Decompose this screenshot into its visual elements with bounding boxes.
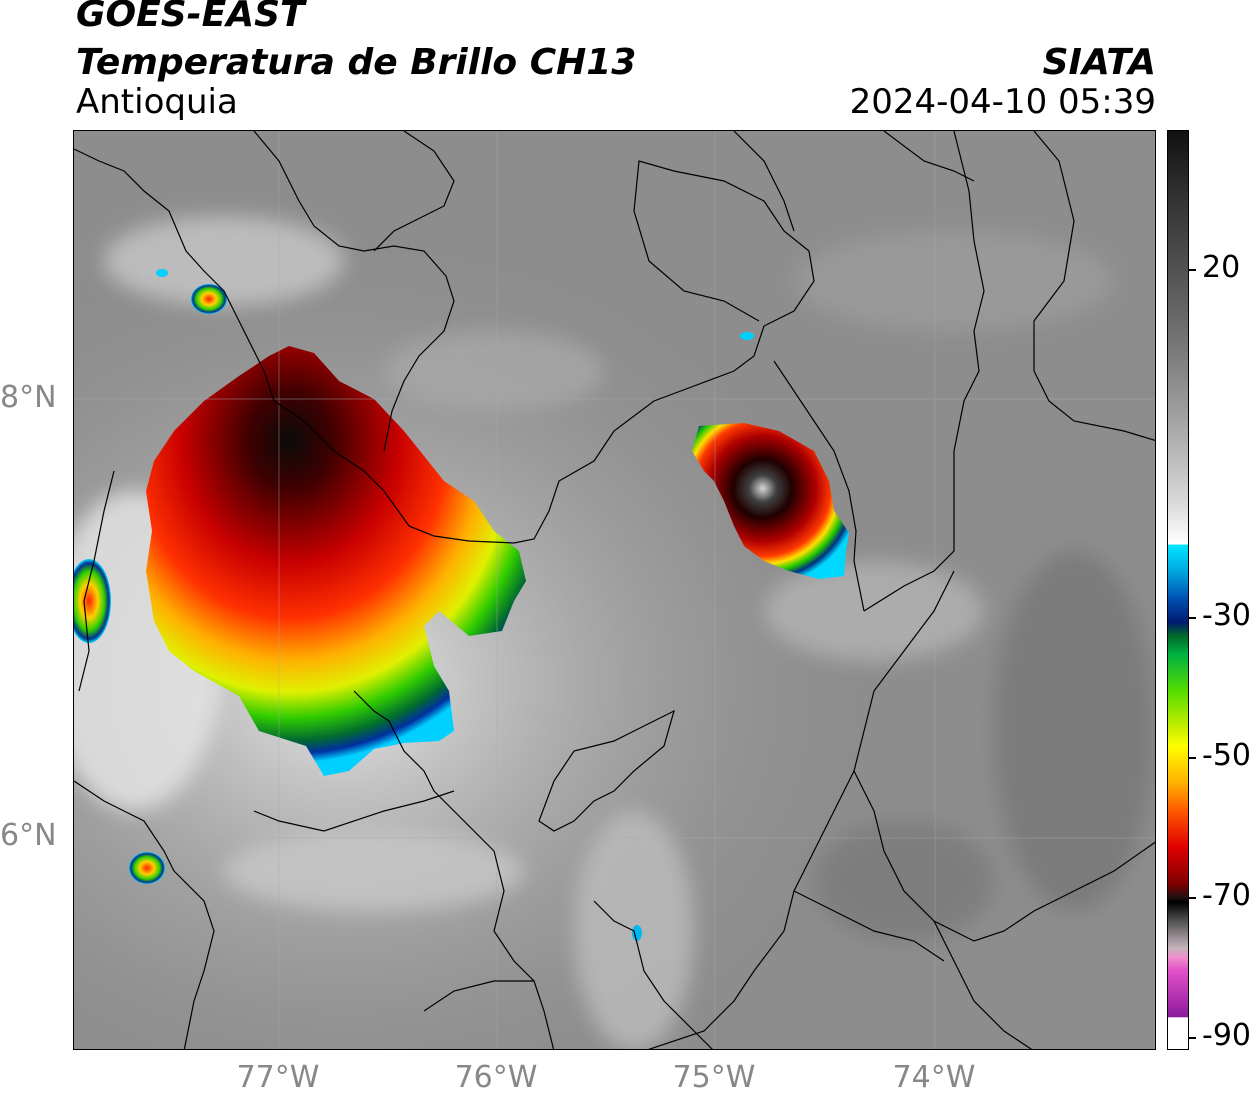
- datetime-label: 2024-04-10 05:39: [849, 82, 1156, 122]
- colorbar: [1167, 130, 1189, 1050]
- satellite-title: GOES-EAST: [76, 0, 305, 35]
- lat-label-8n: 8°N: [0, 380, 57, 415]
- boundary-lines: [74, 131, 1155, 1049]
- colorbar-tick: [1189, 757, 1196, 759]
- map-graphic: [74, 131, 1155, 1049]
- lat-label-6n: 6°N: [0, 818, 57, 853]
- storm-cell-east: [692, 423, 849, 579]
- colorbar-label-minus50: -50: [1202, 738, 1251, 773]
- colorbar-label-minus70: -70: [1202, 878, 1251, 913]
- colorbar-label-minus30: -30: [1202, 598, 1251, 633]
- lon-label-77w: 77°W: [236, 1060, 320, 1095]
- colorbar-tick: [1189, 269, 1196, 271]
- colorbar-label-20: 20: [1202, 250, 1241, 285]
- storm-cell-north: [191, 284, 227, 314]
- storm-cell-south: [129, 852, 165, 884]
- colorbar-tick: [1189, 1037, 1196, 1039]
- colorbar-label-minus90: -90: [1202, 1018, 1251, 1053]
- storm-cell-edge: [74, 559, 111, 643]
- lon-label-76w: 76°W: [454, 1060, 538, 1095]
- org-label: SIATA: [1042, 42, 1156, 83]
- colorbar-tick: [1189, 617, 1196, 619]
- product-title: Temperatura de Brillo CH13: [76, 42, 637, 83]
- lon-label-75w: 75°W: [672, 1060, 756, 1095]
- lon-label-74w: 74°W: [892, 1060, 976, 1095]
- satellite-map[interactable]: [73, 130, 1156, 1050]
- region-label: Antioquia: [76, 82, 238, 122]
- colorbar-tick: [1189, 897, 1196, 899]
- storm-cell-west: [146, 346, 526, 776]
